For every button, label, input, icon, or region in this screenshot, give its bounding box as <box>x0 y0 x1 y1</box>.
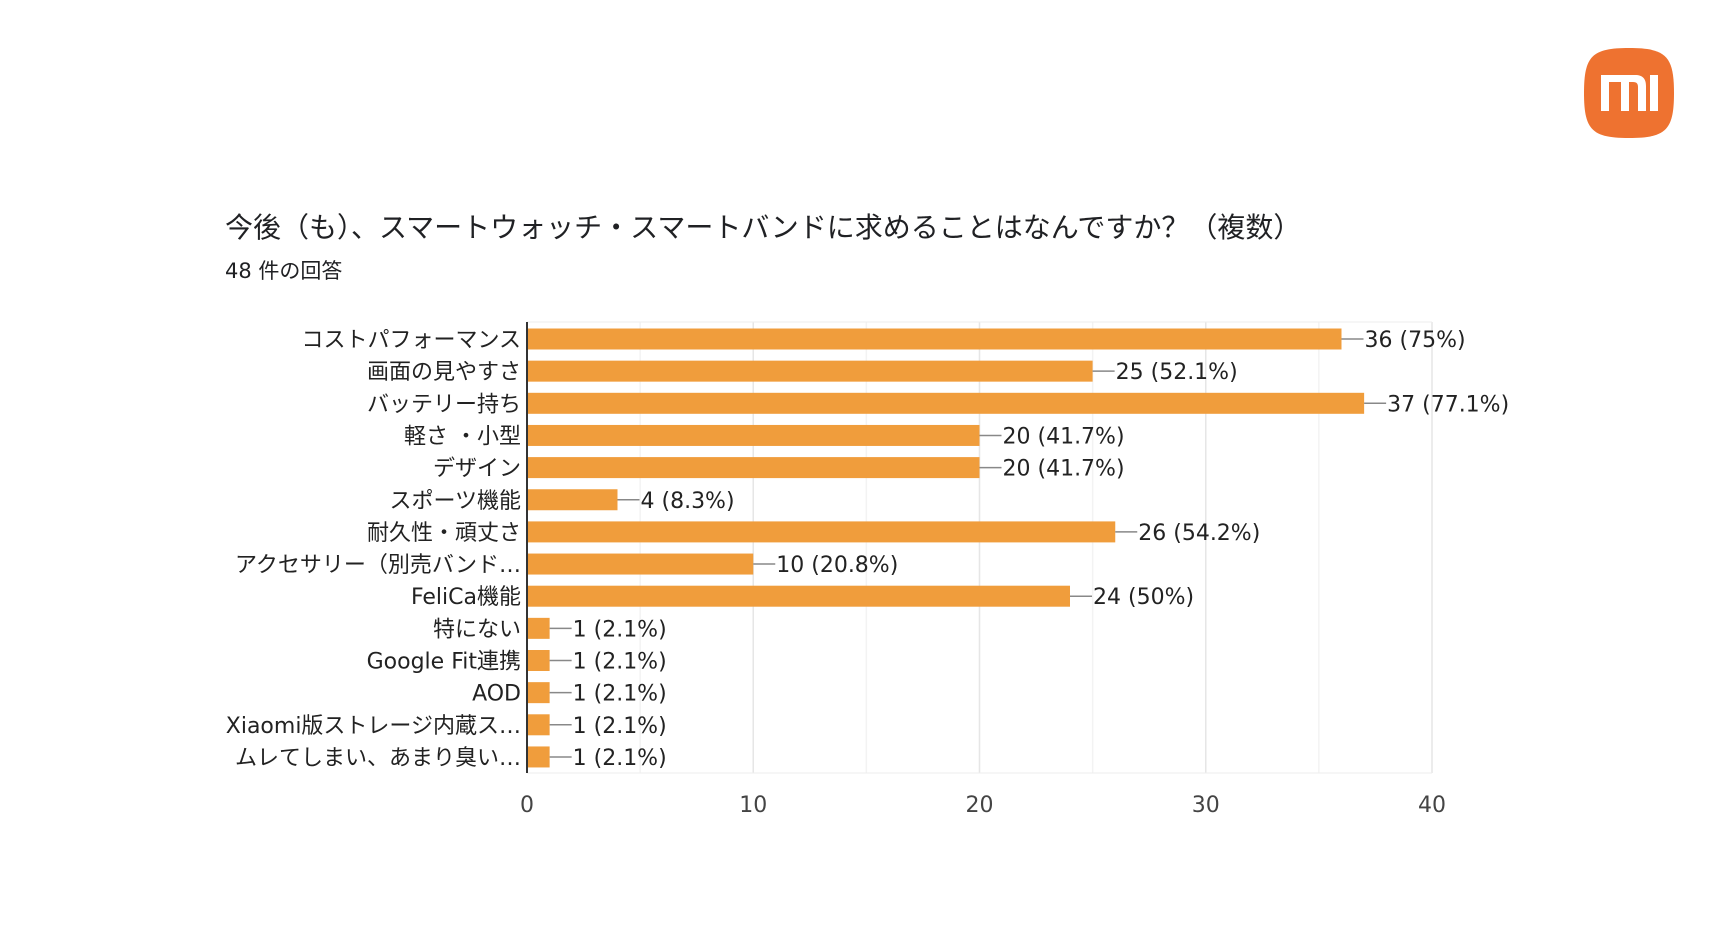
bar <box>527 714 550 736</box>
data-label: 1 (2.1%) <box>573 682 667 707</box>
category-label: コストパフォーマンス <box>301 328 521 353</box>
xiaomi-logo <box>1584 48 1674 138</box>
category-label: 耐久性・頑丈さ <box>367 521 521 546</box>
category-label: 特にない <box>433 617 521 642</box>
category-label: スポーツ機能 <box>389 489 521 514</box>
x-tick-label: 30 <box>1192 793 1220 818</box>
data-label: 10 (20.8%) <box>776 553 898 578</box>
data-label: 1 (2.1%) <box>573 650 667 675</box>
data-label: 24 (50%) <box>1093 585 1194 610</box>
category-label: アクセサリー（別売バンド… <box>235 553 521 578</box>
data-label: 36 (75%) <box>1365 328 1466 353</box>
data-label: 1 (2.1%) <box>573 746 667 771</box>
bar <box>527 746 550 768</box>
category-label: Google Fit連携 <box>367 650 521 675</box>
category-label: バッテリー持ち <box>367 392 521 417</box>
x-tick-label: 40 <box>1418 793 1446 818</box>
bar <box>527 424 980 446</box>
category-label: デザイン <box>433 457 521 482</box>
category-label: 軽さ ・小型 <box>404 424 521 449</box>
data-label: 26 (54.2%) <box>1138 521 1260 546</box>
x-tick-label: 0 <box>520 793 534 818</box>
bar <box>527 682 550 704</box>
data-label: 20 (41.7%) <box>1003 424 1125 449</box>
data-label: 4 (8.3%) <box>641 489 735 514</box>
data-label: 20 (41.7%) <box>1003 457 1125 482</box>
data-label: 37 (77.1%) <box>1387 392 1509 417</box>
data-label: 1 (2.1%) <box>573 617 667 642</box>
data-label: 25 (52.1%) <box>1116 360 1238 385</box>
category-label: Xiaomi版ストレージ内蔵ス… <box>226 714 521 739</box>
bar <box>527 360 1093 382</box>
bar <box>527 392 1365 414</box>
x-tick-label: 20 <box>966 793 994 818</box>
category-label: ムレてしまい、あまり臭い… <box>235 746 521 771</box>
response-count: 48 件の回答 <box>225 259 343 283</box>
data-label: 1 (2.1%) <box>573 714 667 739</box>
bar <box>527 553 754 575</box>
x-tick-label: 10 <box>739 793 767 818</box>
bar <box>527 489 618 511</box>
bar <box>527 457 980 479</box>
category-label: 画面の見やすさ <box>367 360 521 385</box>
bar <box>527 650 550 671</box>
bar <box>527 585 1070 607</box>
category-label: FeliCa機能 <box>411 585 521 610</box>
bar <box>527 328 1342 350</box>
chart-title: 今後（も）、スマートウォッチ・スマートバンドに求めることはなんですか？（複数） <box>225 211 1302 244</box>
bar <box>527 617 550 639</box>
category-label: AOD <box>472 682 521 707</box>
bar <box>527 521 1116 543</box>
